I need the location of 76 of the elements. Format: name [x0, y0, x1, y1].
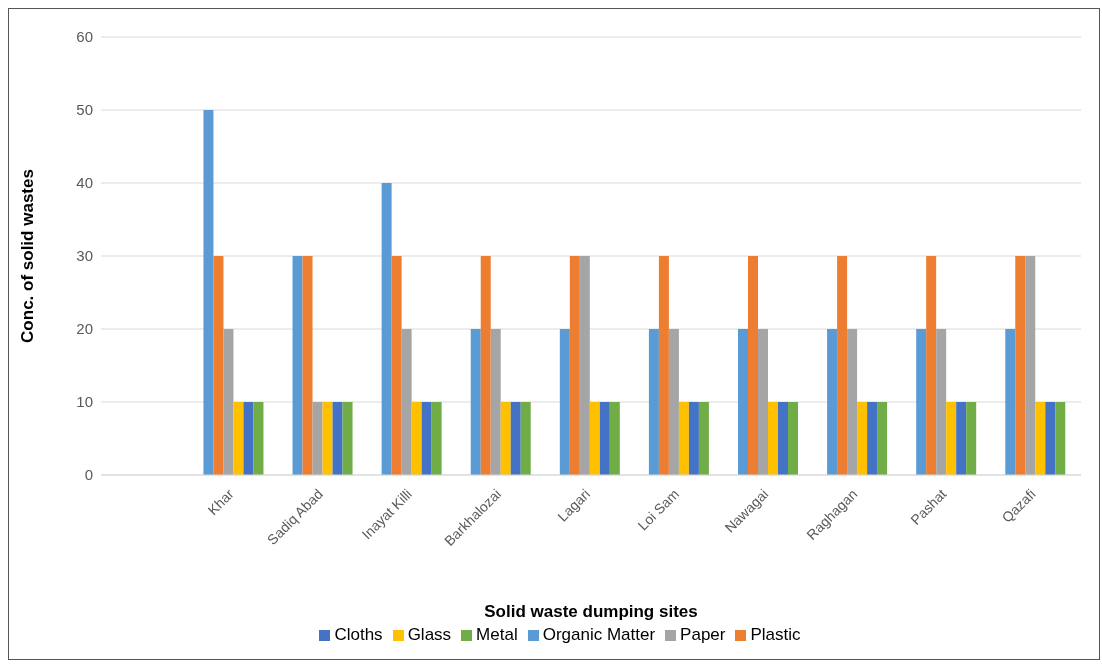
bar — [966, 402, 977, 475]
bar — [1005, 329, 1016, 475]
y-axis-title: Conc. of solid wastes — [18, 169, 38, 343]
bar — [401, 329, 412, 475]
bar — [788, 402, 798, 475]
bar — [312, 402, 323, 475]
bar — [688, 402, 699, 475]
bar — [758, 329, 768, 475]
bar — [223, 329, 234, 475]
y-tick-label: 50 — [76, 101, 93, 119]
bar — [837, 256, 848, 475]
bar — [926, 256, 937, 475]
bar — [490, 329, 501, 475]
bar — [768, 402, 778, 475]
bar — [857, 402, 868, 475]
bar — [579, 256, 590, 475]
bar — [569, 256, 580, 475]
y-tick-label: 10 — [76, 393, 93, 411]
bar — [1035, 402, 1046, 475]
bar — [867, 402, 878, 475]
y-tick-label: 20 — [76, 320, 93, 338]
bar — [1015, 256, 1026, 475]
y-tick-label: 40 — [76, 174, 93, 192]
bar — [253, 402, 264, 475]
bar — [332, 402, 343, 475]
legend-label: Cloths — [334, 625, 383, 644]
bar — [748, 256, 758, 475]
bar — [302, 256, 313, 475]
bar — [233, 402, 244, 475]
legend-label: Glass — [407, 625, 452, 644]
bar — [431, 402, 442, 475]
bar — [391, 256, 402, 475]
bar — [589, 402, 600, 475]
x-axis-title: Solid waste dumping sites — [484, 602, 698, 621]
bar — [678, 402, 689, 475]
bar — [1025, 256, 1036, 475]
bar — [243, 402, 254, 475]
bar — [847, 329, 858, 475]
bar — [470, 329, 481, 475]
y-tick-label: 0 — [84, 466, 93, 484]
bar — [203, 110, 214, 475]
bar — [658, 256, 669, 475]
x-tick-label: Loi Sam — [634, 485, 683, 534]
bar — [609, 402, 620, 475]
bar — [381, 183, 392, 475]
bar — [668, 329, 679, 475]
y-tick-label: 30 — [76, 247, 93, 265]
bar — [916, 329, 927, 475]
bar — [1055, 402, 1066, 475]
legend-label: Plastic — [750, 625, 801, 644]
legend-label: Organic Matter — [542, 625, 656, 644]
bar — [292, 256, 303, 475]
bar — [213, 256, 224, 475]
bar — [877, 402, 888, 475]
bar — [698, 402, 709, 475]
bar — [946, 402, 957, 475]
legend-label: Metal — [476, 625, 518, 644]
bar — [480, 256, 491, 475]
bar — [648, 329, 659, 475]
bar — [599, 402, 610, 475]
bar — [500, 402, 511, 475]
bar — [1045, 402, 1056, 475]
bar — [738, 329, 748, 475]
bar — [956, 402, 967, 475]
bar — [778, 402, 788, 475]
bar — [936, 329, 947, 475]
bar — [520, 402, 531, 475]
y-tick-label: 60 — [76, 28, 93, 46]
bar — [342, 402, 353, 475]
legend-label: Paper — [680, 625, 726, 644]
bar — [411, 402, 422, 475]
bar — [510, 402, 521, 475]
bar — [322, 402, 333, 475]
bar — [559, 329, 570, 475]
bar — [421, 402, 432, 475]
bar — [827, 329, 838, 475]
